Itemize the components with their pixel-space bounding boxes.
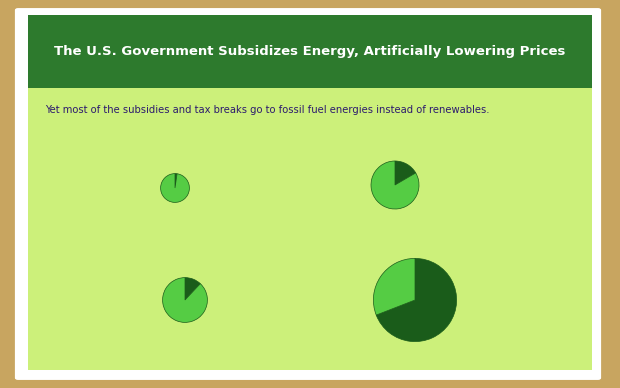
Wedge shape bbox=[175, 173, 177, 188]
Wedge shape bbox=[162, 277, 208, 322]
Polygon shape bbox=[358, 120, 372, 134]
Text: $53.9 Billion: $53.9 Billion bbox=[464, 261, 542, 271]
Text: $6.2 Billion: $6.2 Billion bbox=[232, 276, 303, 286]
Text: $16.3 Billion: $16.3 Billion bbox=[464, 355, 542, 365]
Text: Direct Spending: Direct Spending bbox=[464, 342, 541, 351]
Circle shape bbox=[87, 115, 103, 131]
Wedge shape bbox=[161, 173, 189, 203]
Bar bbox=[53, 310, 56, 370]
Text: $6 Billion: $6 Billion bbox=[232, 335, 290, 345]
Text: Direct Spending: Direct Spending bbox=[222, 208, 299, 217]
Circle shape bbox=[339, 164, 351, 176]
Bar bbox=[113, 310, 117, 370]
Bar bbox=[363, 130, 367, 143]
Circle shape bbox=[52, 302, 58, 308]
Wedge shape bbox=[376, 258, 456, 341]
Text: Direct Spending: Direct Spending bbox=[442, 215, 519, 224]
Circle shape bbox=[362, 189, 374, 201]
Text: 69.1%: 69.1% bbox=[310, 263, 383, 283]
Polygon shape bbox=[323, 120, 337, 134]
Text: $0.3 Billion: $0.3 Billion bbox=[222, 168, 292, 178]
Text: The U.S. Government Subsidizes Energy, Artificially Lowering Prices: The U.S. Government Subsidizes Energy, A… bbox=[55, 45, 565, 58]
Bar bbox=[84, 310, 87, 370]
Text: Tax Breaks: Tax Breaks bbox=[222, 155, 273, 164]
Circle shape bbox=[340, 105, 356, 121]
Bar bbox=[346, 130, 350, 143]
Circle shape bbox=[338, 175, 352, 189]
Wedge shape bbox=[395, 161, 416, 185]
Circle shape bbox=[90, 118, 100, 128]
Circle shape bbox=[79, 111, 93, 125]
Circle shape bbox=[82, 302, 88, 308]
Text: 16.6%: 16.6% bbox=[315, 143, 373, 161]
Wedge shape bbox=[371, 161, 419, 209]
Text: CARBON
CAPTURE
AND
STORAGE: CARBON CAPTURE AND STORAGE bbox=[58, 160, 102, 206]
Circle shape bbox=[362, 164, 374, 176]
Polygon shape bbox=[321, 110, 339, 128]
Polygon shape bbox=[341, 120, 355, 134]
Circle shape bbox=[83, 101, 107, 125]
Circle shape bbox=[384, 189, 396, 201]
Text: Yet most of the subsidies and tax breaks go to fossil fuel energies instead of r: Yet most of the subsidies and tax breaks… bbox=[45, 105, 490, 115]
Text: 12%: 12% bbox=[55, 273, 95, 291]
Circle shape bbox=[384, 164, 396, 176]
Text: CORN ETHANOL: CORN ETHANOL bbox=[315, 163, 395, 172]
Polygon shape bbox=[356, 110, 374, 128]
Wedge shape bbox=[185, 277, 200, 300]
Circle shape bbox=[86, 104, 104, 122]
Circle shape bbox=[361, 175, 375, 189]
Text: FOSSIL FUELS: FOSSIL FUELS bbox=[310, 290, 386, 300]
Polygon shape bbox=[339, 110, 357, 128]
Text: $11 Billion: $11 Billion bbox=[442, 161, 508, 171]
Text: $5 Billion: $5 Billion bbox=[442, 228, 500, 238]
Circle shape bbox=[76, 108, 96, 128]
Circle shape bbox=[112, 302, 118, 308]
Wedge shape bbox=[373, 258, 415, 315]
Circle shape bbox=[94, 108, 114, 128]
Text: $2 Billion: $2 Billion bbox=[222, 222, 280, 232]
Text: Tax Breaks: Tax Breaks bbox=[232, 263, 283, 272]
Text: Tax Breaks: Tax Breaks bbox=[464, 248, 515, 257]
Text: Tax Breaks: Tax Breaks bbox=[442, 148, 493, 157]
Bar bbox=[328, 130, 332, 143]
Circle shape bbox=[97, 111, 111, 125]
Text: 2.3%: 2.3% bbox=[62, 140, 108, 158]
Circle shape bbox=[339, 189, 351, 201]
Text: RENEWABLES: RENEWABLES bbox=[48, 292, 117, 301]
Circle shape bbox=[383, 175, 397, 189]
Text: Direct Spending: Direct Spending bbox=[232, 322, 309, 331]
